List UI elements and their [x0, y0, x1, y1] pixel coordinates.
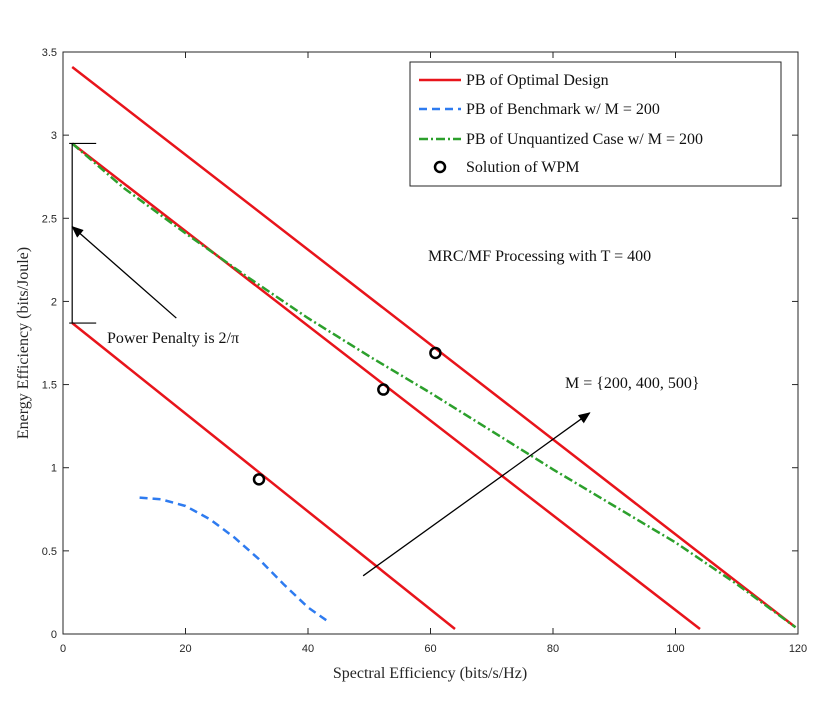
tick-layer: 0 20 40 60 80 100 120 0 0.5 1 1.5 2 2.5 3 3.5	[42, 47, 807, 655]
legend-label-benchmark: PB of Benchmark w/ M = 200	[466, 101, 660, 118]
y-axis-label: Energy Efficiency (bits/Joule)	[15, 247, 32, 439]
series-line-benchmark-3	[139, 496, 331, 624]
annotation-penalty: Power Penalty is 2/π	[107, 330, 239, 347]
legend: PB of Optimal Design PB of Benchmark w/ …	[409, 61, 782, 187]
marker-layer	[252, 346, 442, 486]
m-set-arrow	[362, 412, 591, 577]
penalty-arrow	[71, 225, 177, 319]
y-tick-label: 0	[51, 629, 57, 641]
y-tick-label: 1	[51, 463, 57, 475]
legend-box	[409, 61, 782, 187]
legend-swatch-wpm	[433, 160, 447, 174]
legend-label-unquantized: PB of Unquantized Case w/ M = 200	[466, 131, 703, 148]
annotation-processing: MRC/MF Processing with T = 400	[428, 248, 651, 265]
x-tick-label: 20	[179, 643, 191, 655]
x-tick-label: 60	[424, 643, 436, 655]
annotation-m-set: M = {200, 400, 500}	[565, 375, 700, 392]
wpm-solution-marker	[252, 473, 266, 486]
y-tick-label: 2	[51, 296, 57, 308]
annotation-layer	[69, 142, 591, 577]
x-tick-label: 100	[666, 643, 684, 655]
legend-label-wpm: Solution of WPM	[466, 159, 580, 176]
series-line-unquantized-4	[71, 142, 797, 629]
y-tick-label: 3	[51, 130, 57, 142]
wpm-solution-marker	[429, 346, 442, 360]
x-tick-label: 40	[302, 643, 314, 655]
x-tick-label: 0	[60, 643, 66, 655]
x-tick-label: 120	[789, 643, 807, 655]
legend-label-optimal: PB of Optimal Design	[466, 72, 609, 89]
x-tick-label: 80	[547, 643, 559, 655]
x-axis-label: Spectral Efficiency (bits/s/Hz)	[333, 665, 527, 682]
y-tick-label: 2.5	[42, 213, 57, 225]
y-tick-label: 1.5	[42, 380, 57, 392]
wpm-solution-marker	[377, 383, 390, 396]
y-tick-label: 0.5	[42, 546, 57, 558]
y-tick-label: 3.5	[42, 47, 57, 59]
